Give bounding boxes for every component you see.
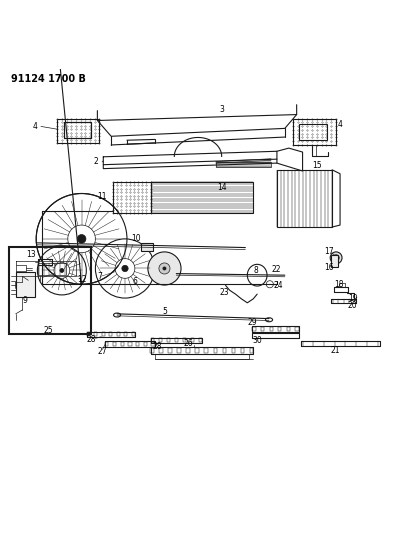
Bar — [124, 333, 128, 336]
Text: 8: 8 — [253, 266, 258, 275]
Bar — [196, 348, 199, 353]
Text: 10: 10 — [131, 235, 141, 244]
Bar — [216, 162, 271, 167]
Bar — [144, 342, 147, 346]
Bar — [159, 338, 162, 342]
Bar — [191, 338, 194, 342]
Bar — [141, 243, 152, 251]
Bar — [241, 348, 244, 353]
Bar — [299, 124, 327, 140]
Text: 29: 29 — [248, 318, 257, 327]
Bar — [57, 118, 99, 143]
Bar — [183, 338, 186, 342]
Bar — [9, 247, 91, 334]
Text: 4: 4 — [338, 120, 343, 129]
Text: 5: 5 — [162, 308, 168, 317]
Bar — [16, 272, 35, 297]
Bar — [293, 118, 336, 145]
Text: 30: 30 — [253, 336, 262, 345]
Ellipse shape — [60, 269, 64, 272]
Bar — [38, 263, 66, 275]
Bar — [87, 333, 90, 336]
Bar — [232, 348, 235, 353]
Ellipse shape — [122, 265, 128, 272]
Text: 3: 3 — [220, 105, 225, 114]
Ellipse shape — [330, 252, 342, 264]
Bar — [277, 170, 332, 227]
Bar — [150, 348, 154, 353]
Ellipse shape — [163, 267, 166, 270]
Text: 25: 25 — [43, 326, 53, 335]
Bar — [177, 348, 181, 353]
Text: 26: 26 — [183, 338, 192, 348]
Bar — [113, 342, 116, 346]
Bar — [117, 333, 120, 336]
Bar — [132, 333, 135, 336]
Bar — [250, 348, 253, 353]
Text: 28: 28 — [87, 335, 96, 344]
Bar — [102, 333, 105, 336]
Bar — [159, 348, 163, 353]
Text: 1: 1 — [78, 278, 82, 287]
Text: 17: 17 — [324, 247, 334, 256]
Text: 13: 13 — [27, 250, 36, 259]
Bar — [150, 182, 253, 213]
Bar — [151, 342, 154, 346]
Bar — [199, 338, 202, 342]
Bar — [136, 342, 139, 346]
Bar — [287, 327, 290, 331]
Ellipse shape — [77, 235, 86, 243]
Bar — [94, 333, 97, 336]
Bar — [204, 348, 208, 353]
Text: 16: 16 — [324, 263, 334, 272]
Text: 91124 1700 B: 91124 1700 B — [11, 74, 86, 84]
Bar — [175, 338, 178, 342]
Text: 23: 23 — [220, 288, 229, 297]
Text: 9: 9 — [23, 295, 27, 304]
Text: 2: 2 — [93, 157, 98, 166]
Bar — [295, 327, 299, 331]
Bar — [187, 348, 190, 353]
Text: 20: 20 — [348, 302, 358, 310]
Bar — [105, 342, 109, 346]
Text: 27: 27 — [97, 347, 107, 356]
Text: 19: 19 — [348, 294, 358, 303]
Ellipse shape — [159, 263, 170, 274]
Bar — [278, 327, 282, 331]
Bar — [253, 327, 255, 331]
Bar — [128, 342, 131, 346]
Text: 6: 6 — [133, 277, 138, 286]
Text: 22: 22 — [271, 265, 280, 274]
Bar — [168, 348, 172, 353]
Bar — [113, 182, 150, 213]
Text: 15: 15 — [312, 161, 322, 171]
Ellipse shape — [148, 252, 181, 285]
Text: 11: 11 — [97, 192, 107, 201]
Bar — [223, 348, 226, 353]
Bar — [270, 327, 273, 331]
Text: 18: 18 — [334, 280, 344, 289]
Bar — [331, 255, 339, 266]
Bar — [109, 333, 112, 336]
Text: 28: 28 — [152, 342, 162, 351]
Text: 21: 21 — [330, 346, 340, 354]
Text: 14: 14 — [217, 183, 227, 192]
Text: 7: 7 — [97, 272, 102, 281]
Bar — [213, 348, 217, 353]
Bar — [261, 327, 264, 331]
Text: 4: 4 — [32, 122, 37, 131]
Text: 24: 24 — [274, 281, 284, 290]
Bar — [64, 123, 91, 138]
Bar — [121, 342, 124, 346]
Text: 12: 12 — [77, 274, 86, 284]
Bar — [150, 338, 154, 342]
Bar — [167, 338, 170, 342]
